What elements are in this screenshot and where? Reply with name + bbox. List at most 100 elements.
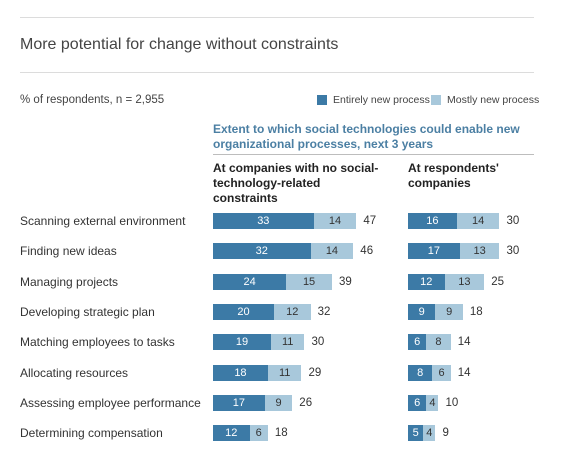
legend-swatch-entirely-new: [317, 95, 327, 105]
bar-entirely-new: [408, 334, 427, 351]
bar-value-entirely-new: 12: [420, 275, 433, 288]
legend-mostly-new: Mostly new process: [431, 94, 539, 106]
bar-value-mostly-new: 14: [325, 245, 339, 258]
bar-total-label: 46: [360, 245, 374, 258]
bar-value-mostly-new: 9: [446, 305, 453, 318]
bar-total-label: 47: [363, 215, 377, 227]
category-label: Allocating resources: [20, 365, 129, 380]
bar-value-mostly-new: 11: [282, 336, 294, 349]
heading-rule: [213, 154, 534, 155]
bar-total-label: 39: [338, 275, 352, 288]
bar-mostly-new: [432, 364, 451, 381]
bar-mostly-new: [313, 213, 357, 229]
bar-value-mostly-new: 8: [435, 336, 442, 349]
panel-2-header: At respondents' companies: [408, 161, 499, 190]
legend-entirely-new: Entirely new process: [317, 94, 430, 106]
bar-mostly-new: [267, 364, 302, 381]
bar-mostly-new: [459, 243, 500, 260]
bar-value-entirely-new: 18: [234, 366, 247, 379]
bar-value-mostly-new: 15: [302, 275, 316, 288]
chart-heading: Extent to which social technologies coul…: [213, 122, 520, 151]
category-label: Assessing employee performance: [20, 395, 201, 410]
bar-entirely-new: [213, 394, 265, 411]
bar-value-entirely-new: 6: [414, 396, 421, 409]
bar-entirely-new: [408, 303, 436, 320]
bar-entirely-new: [213, 364, 268, 381]
category-label: Finding new ideas: [20, 244, 117, 259]
chart-subtitle: % of respondents, n = 2,955: [20, 94, 165, 106]
bar-mostly-new: [264, 394, 293, 411]
bar-mostly-new: [426, 334, 451, 351]
bar-value-entirely-new: 6: [414, 336, 421, 349]
bar-entirely-new: [408, 213, 457, 229]
bar-entirely-new: [408, 425, 424, 442]
bar-value-entirely-new: 20: [237, 305, 250, 318]
bar-value-mostly-new: 13: [473, 245, 486, 258]
legend-label-mostly-new: Mostly new process: [447, 94, 540, 106]
bar-total-label: 30: [506, 215, 520, 227]
bar-value-entirely-new: 8: [417, 366, 424, 379]
bar-value-entirely-new: 9: [418, 305, 425, 318]
bar-mostly-new: [249, 425, 268, 442]
bar-entirely-new: [408, 243, 460, 260]
bar-value-mostly-new: 12: [286, 305, 299, 318]
bar-total-label: 9: [442, 427, 449, 440]
bar-mostly-new: [270, 334, 305, 351]
category-label: Managing projects: [20, 274, 119, 289]
bar-total-label: 10: [445, 396, 459, 409]
bar-value-entirely-new: 32: [255, 245, 268, 258]
top-rule: [20, 17, 534, 18]
bar-total-label: 26: [299, 396, 313, 409]
bar-value-entirely-new: 12: [225, 427, 238, 440]
bar-mostly-new: [456, 213, 500, 229]
bar-entirely-new: [213, 334, 271, 351]
bar-value-mostly-new: 6: [255, 427, 262, 440]
bar-mostly-new: [435, 303, 463, 320]
bar-entirely-new: [213, 425, 250, 442]
bar-total-label: 14: [457, 336, 471, 349]
panel-1-header: At companies with no social-technology-r…: [213, 161, 379, 205]
bar-total-label: 25: [491, 275, 505, 288]
category-label: Developing strategic plan: [20, 304, 155, 319]
bar-total-label: 30: [311, 336, 325, 349]
bar-value-entirely-new: 17: [427, 245, 441, 258]
bar-entirely-new: [213, 213, 314, 229]
bar-total-label: 14: [457, 366, 471, 379]
bar-value-mostly-new: 4: [429, 396, 436, 409]
bar-value-mostly-new: 4: [426, 427, 433, 440]
category-label: Scanning external environment: [20, 214, 186, 228]
bar-value-entirely-new: 16: [426, 215, 439, 227]
legend-swatch-mostly-new: [431, 95, 441, 105]
bar-total-label: 30: [506, 245, 520, 258]
category-label: Matching employees to tasks: [20, 335, 175, 350]
bar-value-entirely-new: 5: [412, 427, 419, 440]
bar-mostly-new: [310, 243, 354, 260]
bar-total-label: 18: [274, 427, 288, 440]
bar-entirely-new: [408, 273, 445, 290]
bar-mostly-new: [426, 394, 439, 411]
bar-value-mostly-new: 14: [472, 215, 485, 227]
bar-value-entirely-new: 17: [232, 396, 246, 409]
legend-label-entirely-new: Entirely new process: [333, 94, 430, 106]
bar-mostly-new: [286, 273, 332, 290]
bar-entirely-new: [408, 394, 427, 411]
bar-value-mostly-new: 9: [275, 396, 282, 409]
bar-mostly-new: [423, 425, 436, 442]
bar-total-label: 32: [317, 305, 331, 318]
bar-total-label: 29: [308, 366, 322, 379]
chart-title: More potential for change without constr…: [20, 36, 339, 53]
bar-entirely-new: [213, 303, 274, 320]
bar-total-label: 18: [469, 305, 483, 318]
bar-value-entirely-new: 33: [257, 215, 270, 227]
bar-entirely-new: [408, 364, 433, 381]
bar-entirely-new: [213, 243, 311, 260]
bar-value-mostly-new: 14: [328, 215, 342, 227]
category-label: Determining compensation: [20, 426, 163, 441]
title-rule: [20, 72, 534, 73]
bar-value-entirely-new: 24: [243, 275, 256, 288]
bar-value-mostly-new: 11: [278, 366, 291, 379]
bar-mostly-new: [274, 303, 311, 320]
bar-mostly-new: [444, 273, 485, 290]
bar-value-mostly-new: 6: [438, 366, 445, 379]
bar-entirely-new: [213, 273, 287, 290]
